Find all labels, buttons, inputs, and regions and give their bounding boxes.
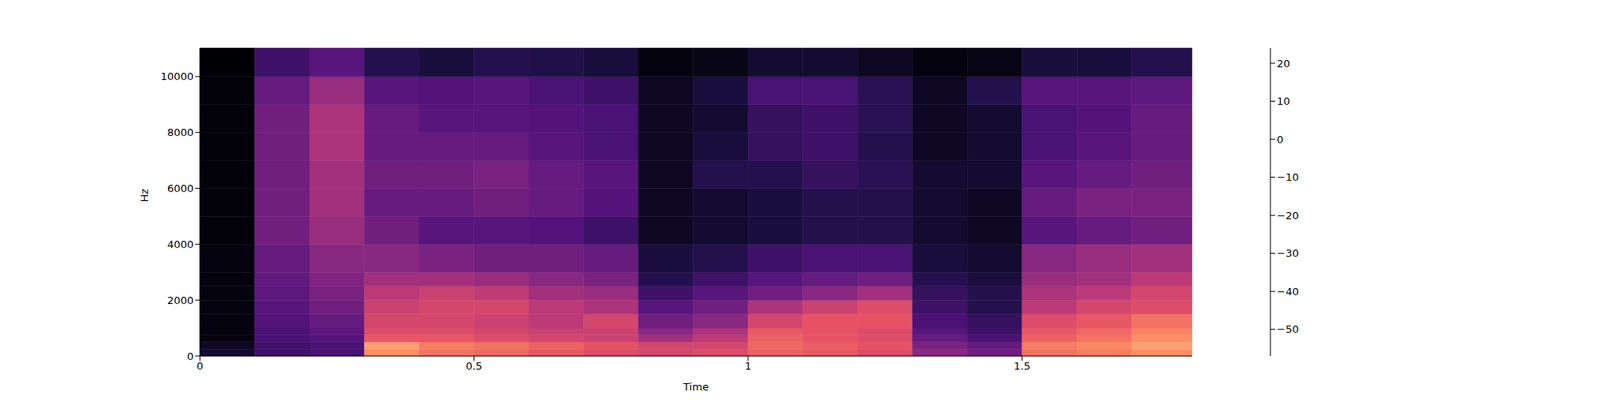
svg-text:1.5: 1.5 bbox=[1013, 360, 1031, 372]
svg-text:−10: −10 bbox=[1276, 171, 1299, 184]
svg-text:10000: 10000 bbox=[160, 70, 194, 83]
svg-text:20: 20 bbox=[1276, 57, 1291, 70]
svg-text:1: 1 bbox=[744, 360, 752, 372]
svg-text:0: 0 bbox=[1276, 133, 1284, 146]
svg-text:8000: 8000 bbox=[167, 126, 194, 139]
svg-text:10: 10 bbox=[1276, 95, 1291, 108]
svg-text:−20: −20 bbox=[1276, 209, 1299, 222]
svg-text:Hz: Hz bbox=[138, 188, 151, 203]
svg-text:−50: −50 bbox=[1276, 323, 1299, 336]
svg-text:0: 0 bbox=[187, 350, 194, 363]
svg-text:4000: 4000 bbox=[167, 238, 194, 251]
svg-text:0.5: 0.5 bbox=[465, 360, 483, 372]
svg-text:Time: Time bbox=[682, 380, 709, 393]
svg-text:−30: −30 bbox=[1276, 247, 1299, 260]
svg-text:−40: −40 bbox=[1276, 285, 1299, 298]
svg-text:0: 0 bbox=[196, 360, 204, 372]
svg-text:2000: 2000 bbox=[167, 294, 194, 307]
svg-text:6000: 6000 bbox=[167, 182, 194, 195]
